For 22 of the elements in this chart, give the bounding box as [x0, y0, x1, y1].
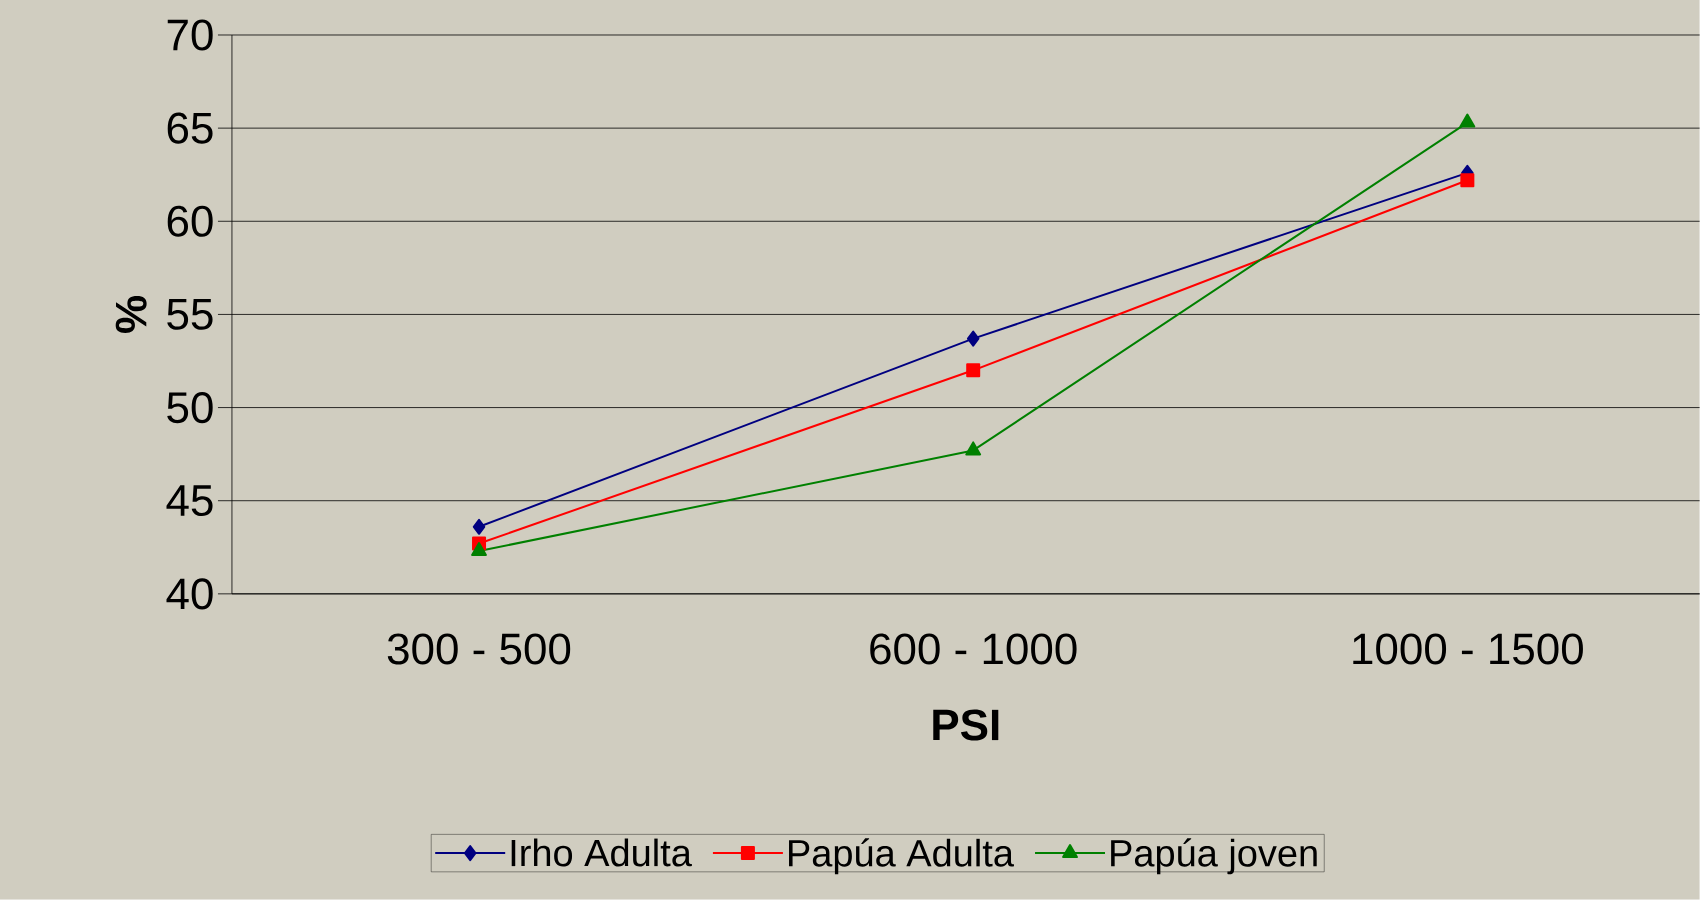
point	[471, 542, 487, 557]
y-tick-label: 45	[166, 485, 213, 517]
y-tick-label: 55	[167, 299, 213, 330]
x-axis-title: PSI	[933, 709, 999, 741]
x-tick-label: 1000 - 1500	[1353, 633, 1583, 665]
point	[966, 363, 981, 378]
legend-label: Irho Adulta	[511, 838, 692, 867]
y-tick-label: 65	[167, 112, 213, 144]
y-tick-label: 50	[167, 392, 213, 424]
x-tick-label: 300 - 500	[387, 633, 571, 665]
y-tick-label: 40	[166, 578, 213, 610]
point	[472, 518, 486, 535]
y-tick-label: 60	[167, 205, 213, 237]
x-tick-label: 600 - 1000	[870, 633, 1077, 665]
y-axis-title: %	[115, 296, 147, 333]
point	[1460, 173, 1475, 188]
point	[966, 330, 980, 347]
legend-label: Papúa joven	[1111, 838, 1317, 875]
point	[1459, 113, 1476, 128]
point	[965, 441, 982, 456]
y-tick-label: 70	[167, 19, 213, 51]
legend-label: Papúa Adulta	[789, 838, 1014, 875]
